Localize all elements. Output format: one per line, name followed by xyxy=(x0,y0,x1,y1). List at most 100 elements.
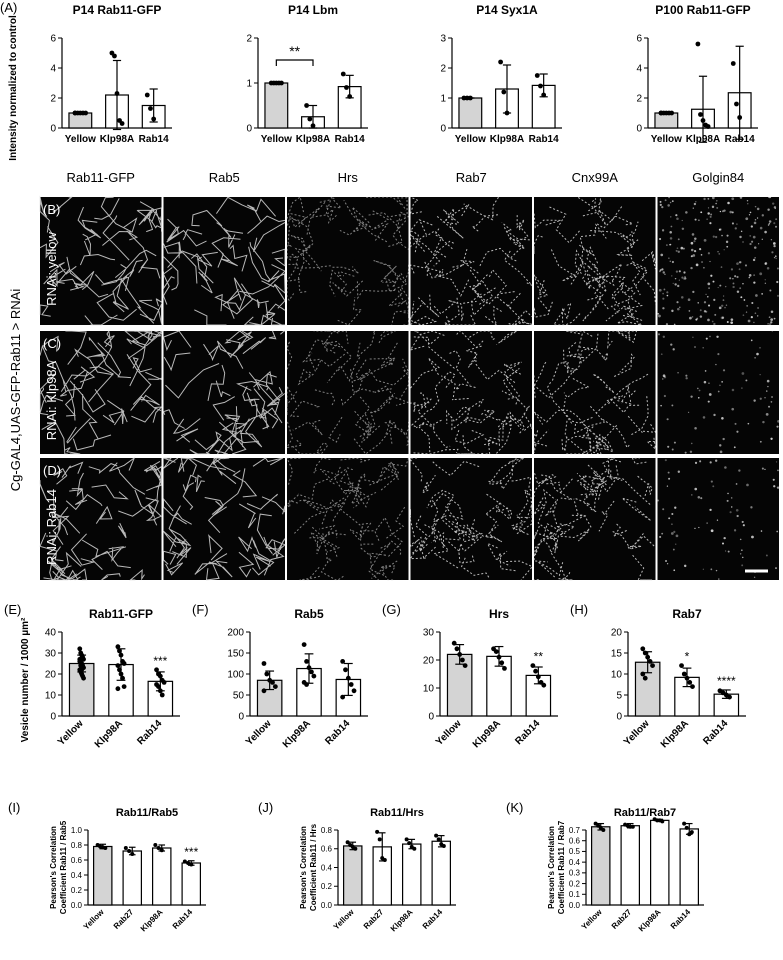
texture xyxy=(747,319,751,323)
texture xyxy=(699,460,702,463)
texture xyxy=(756,315,759,317)
data-point xyxy=(114,91,120,96)
texture xyxy=(748,274,752,277)
y-axis-label: Coefficient Rab11 / Hrs xyxy=(309,823,318,911)
texture xyxy=(669,230,672,234)
y-tick-label: 0 xyxy=(616,712,622,723)
bar xyxy=(343,845,363,906)
micrograph xyxy=(533,330,657,455)
micrograph-bg xyxy=(534,331,656,454)
texture xyxy=(724,306,726,309)
data-point xyxy=(121,684,127,689)
data-point xyxy=(127,849,132,853)
texture xyxy=(706,522,708,524)
x-tick-label: Rab14 xyxy=(139,134,169,145)
texture xyxy=(711,205,715,209)
texture xyxy=(667,445,670,448)
texture xyxy=(678,279,680,281)
data-point xyxy=(451,640,457,646)
texture xyxy=(741,564,744,567)
texture xyxy=(776,425,779,428)
y-tick-label: 2 xyxy=(440,64,446,75)
texture xyxy=(709,260,711,263)
chart-title: Hrs xyxy=(489,607,509,621)
texture xyxy=(729,210,733,214)
y-tick-label: 0.2 xyxy=(569,879,581,888)
data-point xyxy=(412,846,417,851)
y-tick-label: 10 xyxy=(611,670,623,681)
texture xyxy=(770,321,773,324)
texture xyxy=(162,196,286,326)
texture xyxy=(691,316,694,318)
texture xyxy=(672,348,675,351)
texture xyxy=(706,218,708,220)
data-point xyxy=(77,646,83,652)
texture xyxy=(770,310,774,313)
texture xyxy=(739,538,742,541)
x-tick-label: Klp98A xyxy=(471,718,503,750)
data-point xyxy=(689,830,694,835)
data-point xyxy=(345,840,350,845)
data-point xyxy=(538,83,543,89)
x-tick-label: Klp98A xyxy=(281,718,313,750)
texture xyxy=(662,271,665,274)
data-point xyxy=(498,59,503,65)
texture xyxy=(752,258,756,262)
texture xyxy=(286,329,410,455)
texture xyxy=(775,257,777,260)
y-tick-label: 0.0 xyxy=(569,901,581,910)
texture xyxy=(671,523,673,525)
texture xyxy=(714,235,718,239)
texture xyxy=(726,499,729,502)
texture xyxy=(776,267,779,270)
data-point xyxy=(115,644,121,650)
texture xyxy=(757,307,759,309)
texture xyxy=(745,217,749,221)
significance: **** xyxy=(717,674,736,688)
x-tick-label: Klp98A xyxy=(659,718,691,750)
data-point xyxy=(734,101,739,107)
data-point xyxy=(182,859,187,864)
data-point xyxy=(123,846,128,850)
data-point xyxy=(700,118,706,123)
texture xyxy=(710,529,714,533)
x-tick-label: Rab27 xyxy=(362,907,386,931)
texture xyxy=(661,229,665,232)
texture xyxy=(711,320,714,323)
texture xyxy=(687,411,690,413)
texture xyxy=(729,277,732,280)
significance-bracket xyxy=(275,59,314,66)
texture xyxy=(702,347,704,349)
texture xyxy=(671,448,674,451)
texture xyxy=(768,316,771,319)
texture xyxy=(761,214,764,217)
data-point xyxy=(504,110,510,116)
texture xyxy=(709,222,712,225)
texture xyxy=(770,437,773,440)
texture xyxy=(690,442,693,445)
y-axis-label: Pearson's Correlation xyxy=(547,826,556,909)
texture xyxy=(768,405,770,408)
texture xyxy=(678,270,681,273)
texture xyxy=(742,283,744,285)
micrograph-bg xyxy=(657,197,779,325)
texture xyxy=(659,535,662,539)
texture xyxy=(684,277,687,280)
y-tick-label: 0.1 xyxy=(569,890,581,899)
bar xyxy=(458,97,483,129)
texture xyxy=(712,485,715,488)
texture xyxy=(703,380,707,384)
texture xyxy=(753,399,756,402)
texture xyxy=(759,272,763,276)
texture xyxy=(657,499,660,502)
texture xyxy=(738,261,741,264)
micrograph xyxy=(409,330,533,455)
data-point xyxy=(301,642,307,647)
texture xyxy=(670,343,673,346)
texture xyxy=(773,256,776,259)
x-tick-label: Rab14 xyxy=(323,718,352,747)
texture xyxy=(710,274,713,277)
x-tick-label: Rab14 xyxy=(335,134,365,145)
y-tick-label: 0.6 xyxy=(569,837,581,846)
chart-title: Rab11/Hrs xyxy=(370,807,424,819)
